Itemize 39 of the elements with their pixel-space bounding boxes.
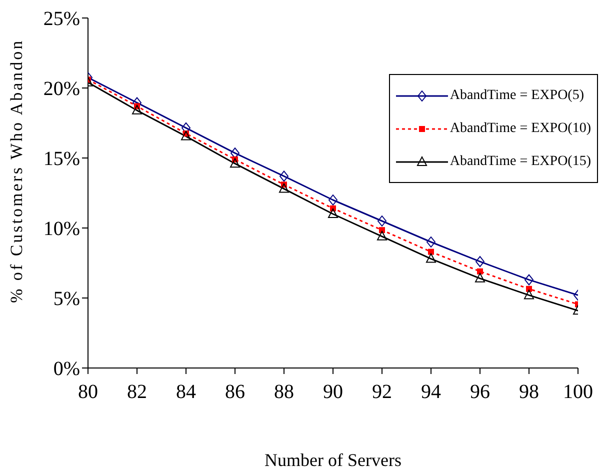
x-tick-label: 96	[470, 381, 490, 404]
point	[428, 248, 434, 255]
x-tick-label: 92	[372, 381, 392, 404]
point	[181, 130, 191, 140]
legend-label: AbandTime = EXPO(5)	[450, 88, 584, 104]
point	[524, 290, 534, 300]
x-axis-title: Number of Servers	[264, 450, 402, 470]
y-axis-title: % of Customers Who Abandon	[7, 38, 26, 303]
x-tick-label: 98	[519, 381, 539, 404]
legend-label: AbandTime = EXPO(10)	[450, 120, 591, 136]
y-tick-label: 20%	[43, 78, 80, 100]
point	[230, 158, 240, 168]
x-tick-label: 90	[323, 381, 343, 404]
point	[328, 194, 338, 206]
x-tick-label: 100	[563, 381, 593, 404]
point	[524, 274, 534, 286]
x-tick-label: 82	[127, 381, 147, 404]
point	[475, 272, 485, 282]
point	[328, 208, 338, 218]
x-tick-label: 88	[274, 381, 294, 404]
point	[279, 183, 289, 193]
point	[476, 256, 484, 268]
point	[477, 268, 483, 274]
point	[132, 104, 142, 114]
y-tick-label: 5%	[53, 288, 80, 310]
point	[280, 170, 288, 182]
point	[377, 230, 387, 240]
x-tick-label: 94	[421, 381, 441, 404]
y-tick-label: 25%	[43, 8, 80, 30]
point	[378, 216, 386, 226]
legend-label: AbandTime = EXPO(15)	[450, 154, 591, 170]
y-tick-label: 15%	[43, 148, 80, 170]
x-tick-label: 84	[176, 381, 196, 404]
x-tick-label: 86	[225, 381, 245, 404]
point	[426, 236, 436, 248]
point	[426, 253, 436, 263]
y-tick-label: 10%	[43, 218, 80, 240]
x-tick-label: 80	[78, 381, 98, 404]
y-tick-label: 0%	[53, 358, 80, 380]
